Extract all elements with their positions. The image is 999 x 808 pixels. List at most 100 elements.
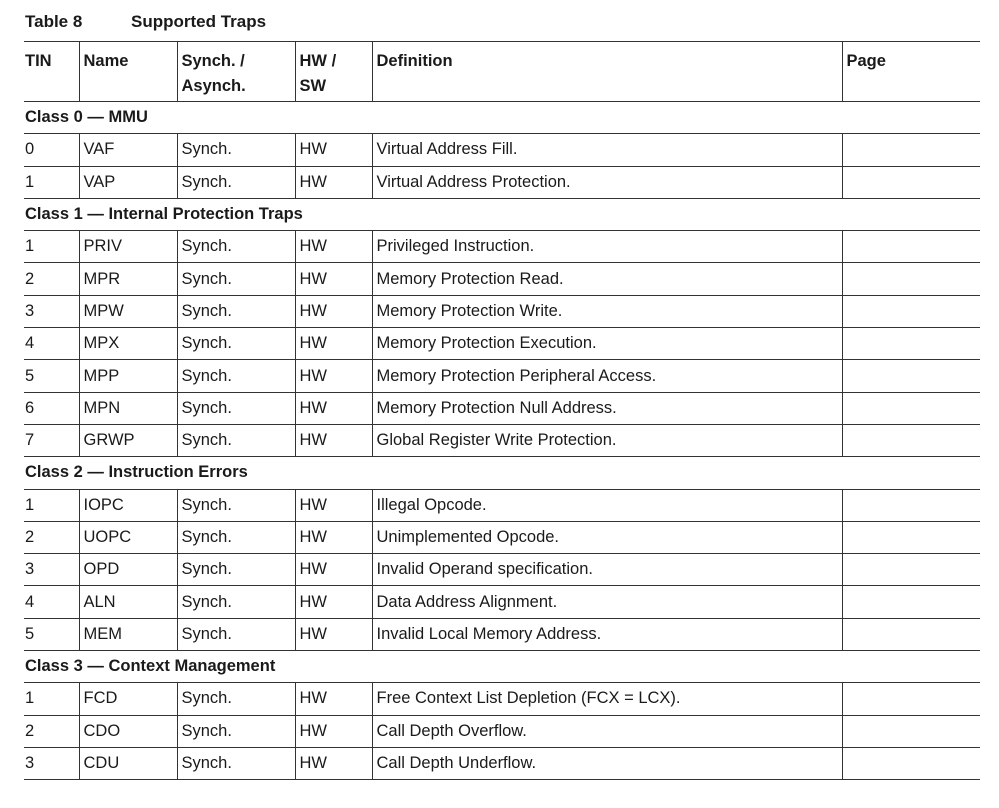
sync-cell: Synch. [176,682,295,716]
tin-cell: 5 [24,359,79,393]
table-row: 1 VAP Synch. HW Virtual Address Protection. [24,165,980,199]
hw-sw-cell: HW [294,133,372,167]
tin-cell: 4 [24,327,79,360]
tin-cell: 7 [24,423,79,457]
page-cell [841,423,980,457]
page-cell [841,617,980,651]
tin-cell: 2 [24,262,79,296]
definition-cell: Illegal Opcode. [371,488,842,522]
hw-sw-cell: HW [294,294,372,328]
hw-sw-cell: HW [294,617,372,651]
name-cell: MPN [78,391,177,425]
name-cell: UOPC [78,520,177,554]
header-row: TIN Name Synch. / Asynch. HW / SW Definition… [24,41,980,102]
definition-cell: Memory Protection Read. [371,262,842,296]
table-row: 3 OPD Synch. HW Invalid Operand specificatio… [24,553,980,586]
hw-sw-cell: HW [294,262,372,296]
name-cell: MPR [78,262,177,296]
page-cell [841,746,980,781]
name-cell: MPX [78,327,177,360]
page-cell [841,294,980,328]
name-cell: CDU [78,746,177,781]
page-cell [841,714,980,748]
name-cell: MEM [78,617,177,651]
tin-cell: 1 [24,165,79,199]
hw-sw-cell: HW [294,585,372,619]
hw-sw-cell: HW [294,488,372,522]
class-title: Class 1 — Internal Protection Traps [24,197,980,231]
definition-cell: Unimplemented Opcode. [371,520,842,554]
definition-cell: Call Depth Overflow. [371,714,842,748]
page-cell [841,488,980,522]
name-cell: VAP [78,165,177,199]
definition-cell: Memory Protection Null Address. [371,391,842,425]
table-row: 6 MPN Synch. HW Memory Protection Null Addre… [24,391,980,425]
table-row: 7 GRWP Synch. HW Global Register Write Prote… [24,423,980,457]
page-cell [841,553,980,586]
table-row: 1 PRIV Synch. HW Privileged Instruction. [24,230,980,263]
table-row: 2 CDO Synch. HW Call Depth Overflow. [24,714,980,748]
table-row: 3 CDU Synch. HW Call Depth Underflow. [24,746,980,781]
tin-cell: 1 [24,230,79,263]
column-header: Name [78,41,177,102]
definition-cell: Memory Protection Write. [371,294,842,328]
table-row: 5 MEM Synch. HW Invalid Local Memory Address… [24,617,980,651]
definition-cell: Virtual Address Protection. [371,165,842,199]
sync-cell: Synch. [176,520,295,554]
sync-cell: Synch. [176,327,295,360]
hw-sw-cell: HW [294,327,372,360]
definition-cell: Privileged Instruction. [371,230,842,263]
table-caption: Table 8 Supported Traps [25,12,266,32]
tin-cell: 4 [24,585,79,619]
table-row: 4 MPX Synch. HW Memory Protection Execution. [24,327,980,360]
page-cell [841,359,980,393]
sync-cell: Synch. [176,617,295,651]
page-cell [841,165,980,199]
definition-cell: Data Address Alignment. [371,585,842,619]
tin-cell: 3 [24,553,79,586]
supported-traps-table: TIN Name Synch. / Asynch. HW / SW Definition… [24,41,980,781]
column-header: TIN [24,41,79,102]
page-cell [841,230,980,263]
table-number: Table 8 [25,12,83,31]
sync-cell: Synch. [176,488,295,522]
table-title: Supported Traps [131,12,267,31]
page-cell [841,133,980,167]
page-cell [841,327,980,360]
hw-sw-cell: HW [294,423,372,457]
page-cell [841,682,980,716]
name-cell: MPP [78,359,177,393]
sync-cell: Synch. [176,262,295,296]
tin-cell: 0 [24,133,79,167]
hw-sw-cell: HW [294,682,372,716]
sync-cell: Synch. [176,423,295,457]
table-row: 5 MPP Synch. HW Memory Protection Peripheral… [24,359,980,393]
definition-cell: Memory Protection Execution. [371,327,842,360]
sync-cell: Synch. [176,133,295,167]
hw-sw-cell: HW [294,520,372,554]
tin-cell: 3 [24,294,79,328]
class-title: Class 2 — Instruction Errors [24,456,980,490]
name-cell: CDO [78,714,177,748]
name-cell: IOPC [78,488,177,522]
name-cell: ALN [78,585,177,619]
class-row: Class 2 — Instruction Errors [24,456,980,490]
column-header: Definition [371,41,842,102]
sync-cell: Synch. [176,230,295,263]
class-title: Class 0 — MMU [24,100,980,134]
column-header: Synch. / Asynch. [176,41,295,102]
table-row: 2 UOPC Synch. HW Unimplemented Opcode. [24,520,980,554]
name-cell: VAF [78,133,177,167]
hw-sw-cell: HW [294,746,372,781]
class-row: Class 1 — Internal Protection Traps [24,197,980,231]
definition-cell: Memory Protection Peripheral Access. [371,359,842,393]
name-cell: MPW [78,294,177,328]
tin-cell: 2 [24,714,79,748]
tin-cell: 1 [24,488,79,522]
hw-sw-cell: HW [294,391,372,425]
page-cell [841,585,980,619]
table-row: 1 FCD Synch. HW Free Context List Depletion … [24,682,980,716]
hw-sw-cell: HW [294,165,372,199]
tin-cell: 5 [24,617,79,651]
tin-cell: 2 [24,520,79,554]
